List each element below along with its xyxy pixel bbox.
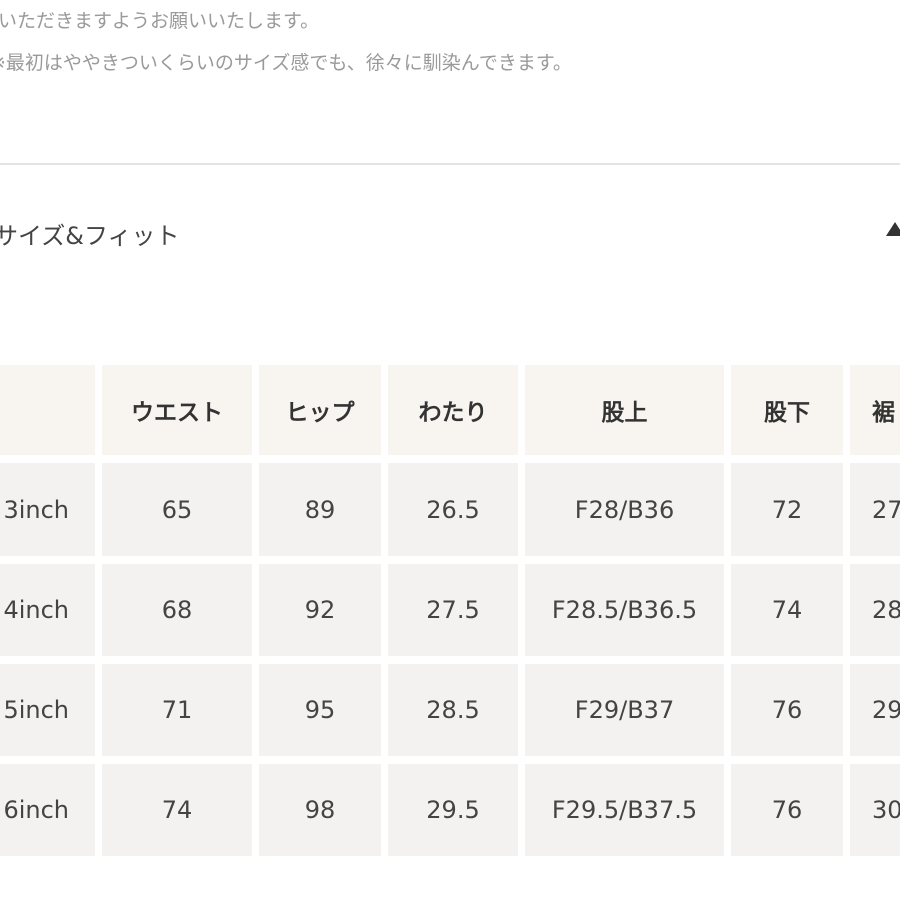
row-size-label: 4inch [0, 564, 95, 656]
table-cell: 74 [731, 564, 843, 656]
column-header: 股下 [731, 365, 843, 455]
column-header: ウエスト [102, 365, 252, 455]
table-cell: 76 [731, 764, 843, 856]
table-cell: 76 [731, 664, 843, 756]
table-cell: 30 [850, 764, 900, 856]
table-cell: 68 [102, 564, 252, 656]
table-cell: 29 [850, 664, 900, 756]
triangle-up-icon[interactable] [886, 222, 900, 236]
table-cell: 26.5 [388, 463, 518, 556]
table-cell: 74 [102, 764, 252, 856]
table-cell: 27.5 [388, 564, 518, 656]
column-header: 裾 [850, 365, 900, 455]
table-cell: 71 [102, 664, 252, 756]
table-cell: 98 [259, 764, 381, 856]
table-cell: 95 [259, 664, 381, 756]
note-line: ※最初はややきついくらいのサイズ感でも、徐々に馴染んできます。 [0, 52, 572, 74]
row-size-label: 6inch [0, 764, 95, 856]
table-cell: 28 [850, 564, 900, 656]
column-header: わたり [388, 365, 518, 455]
table-cell: 92 [259, 564, 381, 656]
section-title[interactable]: サイズ&フィット [0, 222, 180, 250]
table-cell: F28.5/B36.5 [525, 564, 724, 656]
table-cell: F29.5/B37.5 [525, 764, 724, 856]
row-size-label: 5inch [0, 664, 95, 756]
table-cell: 89 [259, 463, 381, 556]
table-cell: F28/B36 [525, 463, 724, 556]
size-table: ウエスト ヒップ わたり 股上 股下裾 3inch 65 89 26.5 F28/B36 72 27 4… [0, 365, 900, 856]
note-line: いただきますようお願いいたします。 [0, 10, 320, 32]
table-cell: 29.5 [388, 764, 518, 856]
divider [0, 163, 900, 165]
table-cell: 72 [731, 463, 843, 556]
table-cell: F29/B37 [525, 664, 724, 756]
table-cell: 27 [850, 463, 900, 556]
row-size-label: 3inch [0, 463, 95, 556]
column-header: ヒップ [259, 365, 381, 455]
column-header [0, 365, 95, 455]
table-cell: 28.5 [388, 664, 518, 756]
column-header: 股上 [525, 365, 724, 455]
table-cell: 65 [102, 463, 252, 556]
